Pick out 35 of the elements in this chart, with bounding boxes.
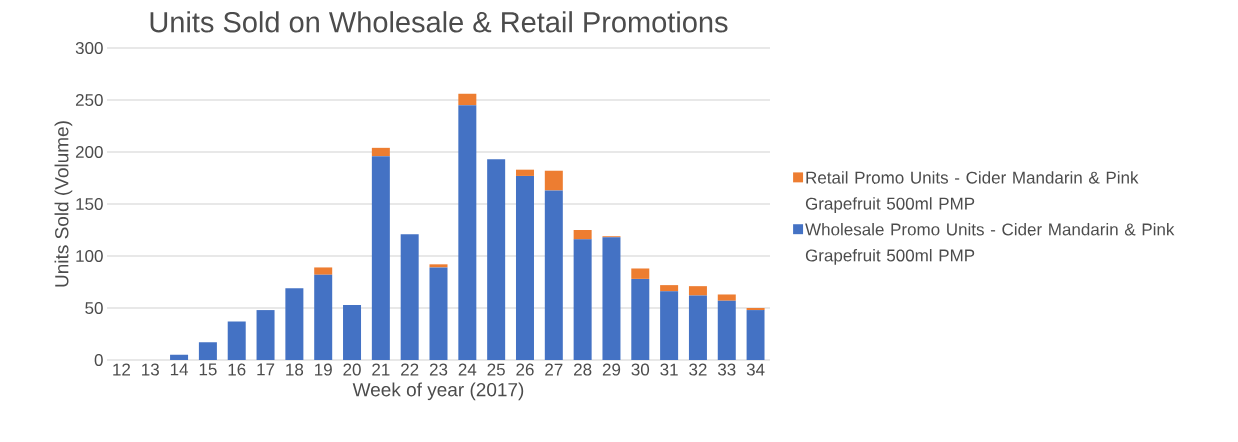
y-tick-label: 150 [76,197,103,211]
x-tick-label: 14 [170,363,189,376]
x-tick-label: 20 [343,363,361,376]
x-tick-label: 25 [487,363,505,376]
x-axis-title: Week of year (2017) [352,382,524,401]
y-tick-label: 250 [75,93,103,107]
x-tick-label: 13 [142,363,159,376]
x-tick-label: 19 [315,363,332,376]
chart-title: Units Sold on Wholesale & Retail Promotions [150,11,728,33]
y-tick-label: 0 [94,353,103,367]
x-tick-label: 12 [113,363,131,376]
x-tick-label: 30 [631,363,650,376]
legend-label: Wholesale Promo Units - Cider Mandarin & Pink Grapefruit 500ml PMP [805,223,1175,265]
x-tick-label: 27 [545,363,563,376]
y-tick-label: 50 [85,301,103,315]
x-tick-label: 18 [286,363,304,376]
y-tick-label: 300 [75,41,103,55]
y-tick-label: 200 [75,145,103,159]
x-tick-label: 23 [429,363,448,376]
x-tick-label: 22 [401,363,419,376]
x-tick-label: 17 [257,363,275,376]
legend-label: Retail Promo Units - Cider Mandarin & Pink Grapefruit 500ml PMP [805,171,1139,214]
x-tick-label: 34 [746,363,765,376]
x-tick-label: 32 [689,363,707,376]
x-tick-label: 31 [660,363,678,376]
y-axis-title: Units Sold (Volume) [54,121,73,287]
x-tick-label: 21 [372,363,390,376]
y-tick-label: 100 [76,249,103,263]
x-tick-label: 33 [717,363,736,376]
x-tick-label: 29 [602,363,621,376]
x-tick-label: 28 [574,363,592,376]
x-tick-label: 15 [199,363,217,376]
x-tick-label: 24 [458,363,477,376]
x-tick-label: 26 [516,363,534,376]
x-tick-label: 16 [228,363,246,376]
